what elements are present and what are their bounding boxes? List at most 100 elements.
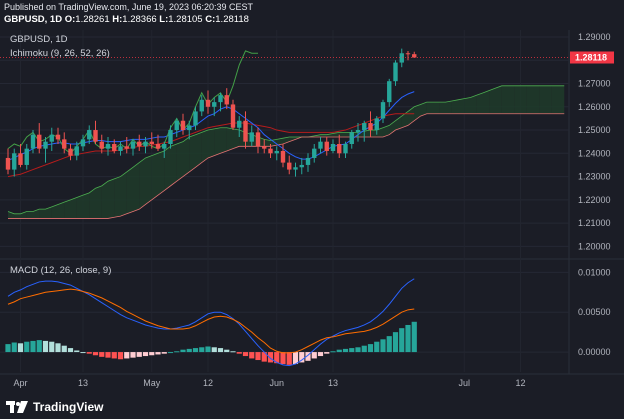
candle-body [93,130,98,142]
price-tick-label: 1.26000 [578,102,611,112]
candle-body [205,99,211,107]
macd-histogram-bar [167,352,174,354]
candle-body [249,132,254,142]
candle-body [143,141,148,147]
cloud-segment [95,185,102,219]
macd-histogram-bar [105,352,111,358]
candle-body [149,141,154,144]
macd-histogram-bar [192,348,199,353]
time-tick-label: 12 [515,378,525,388]
leading-span-a [7,85,565,215]
macd-histogram-bar [299,352,305,363]
macd-histogram-bar [249,352,255,359]
cloud-segment [539,85,546,114]
candle-body [87,130,92,140]
cloud-segment [414,104,421,121]
cloud-segment [201,130,208,163]
cloud-segment [14,213,21,219]
macd-line [7,278,415,367]
candle-body [24,148,29,165]
macd-histogram-bar [355,347,361,353]
macd-histogram-bar [111,352,117,359]
last-price-label: 1.28118 [575,52,607,62]
price-tick-label: 1.25000 [578,125,611,135]
cloud-segment [264,139,271,147]
ichimoku-legend[interactable]: Ichimoku (9, 26, 52, 26) [10,48,110,59]
cloud-segment [64,199,71,219]
cloud-segment [364,130,371,138]
cloud-segment [220,127,227,154]
cloud-segment [558,85,565,114]
cloud-segment [495,85,502,114]
macd-histogram-bar [292,352,299,365]
cloud-segment [533,85,540,114]
cloud-segment [370,130,377,138]
macd-histogram-bar [317,352,324,357]
cloud-segment [289,137,296,142]
cloud-segment [483,90,490,114]
candle-body [324,141,329,151]
candle-body [18,153,23,165]
macd-histogram-bar [330,351,336,353]
low-value: 1.28105 [168,14,203,25]
candle-body [337,144,342,154]
candle-body [355,130,361,133]
macd-histogram-bar [117,352,124,360]
macd-histogram-bar [217,348,224,353]
macd-histogram-bar [349,348,355,353]
leading-span-b [8,113,565,219]
candle-body [274,150,279,154]
price-tick-label: 1.21000 [578,218,611,228]
candle-body [62,139,67,149]
candle-body [318,141,323,149]
macd-histogram-bar [124,352,130,359]
macd-histogram-bar [42,340,49,353]
candle-body [374,118,379,131]
candle-body [243,120,248,142]
cloud-segment [70,197,77,219]
macd-histogram-bar [67,348,74,353]
macd-histogram-bar [30,340,36,353]
macd-histogram-bar [174,351,180,353]
macd-histogram-bar [86,352,92,354]
cloud-segment [176,141,183,182]
high-label: H: [112,14,123,25]
candle-body [5,157,11,170]
macd-legend[interactable]: MACD (12, 26, close, 9) [10,265,112,276]
cloud-segment [83,192,90,219]
candle-body [130,141,136,149]
cloud-segment [470,95,477,114]
tradingview-logo[interactable]: TradingView [6,400,103,414]
time-tick-label: Jun [269,378,284,388]
cloud-segment [401,111,408,128]
open-value: 1.28261 [75,14,110,25]
macd-histogram-bar [17,343,24,353]
low-label: L: [159,14,169,25]
close-value: 1.28118 [215,14,249,25]
cloud-segment [383,125,390,138]
candle-body [368,123,373,131]
cloud-segment [51,204,58,219]
candle-body [43,141,48,149]
candle-body [230,104,236,128]
cloud-segment [133,162,140,212]
macd-histogram-bar [399,328,405,353]
macd-histogram-bar [274,352,280,364]
candle-body [305,157,311,165]
time-tick-label: 13 [328,378,338,388]
cloud-segment [120,171,127,217]
macd-histogram-bar [36,340,42,353]
signal-line [7,288,415,354]
time-axis: Apr 13 May 12 Jun 13 Jul 12 [13,378,525,388]
cloud-segment [89,188,96,219]
cloud-segment [514,85,521,114]
macd-tick-label: 0.00000 [578,347,611,357]
candle-body [99,141,104,149]
cloud-segment [451,99,458,114]
cloud-segment [158,150,165,196]
candle-body [393,62,398,82]
macd-histogram-bar [61,345,67,353]
price-tick-label: 1.22000 [578,195,611,205]
symbol-legend[interactable]: GBPUSD, 1D [10,34,68,45]
